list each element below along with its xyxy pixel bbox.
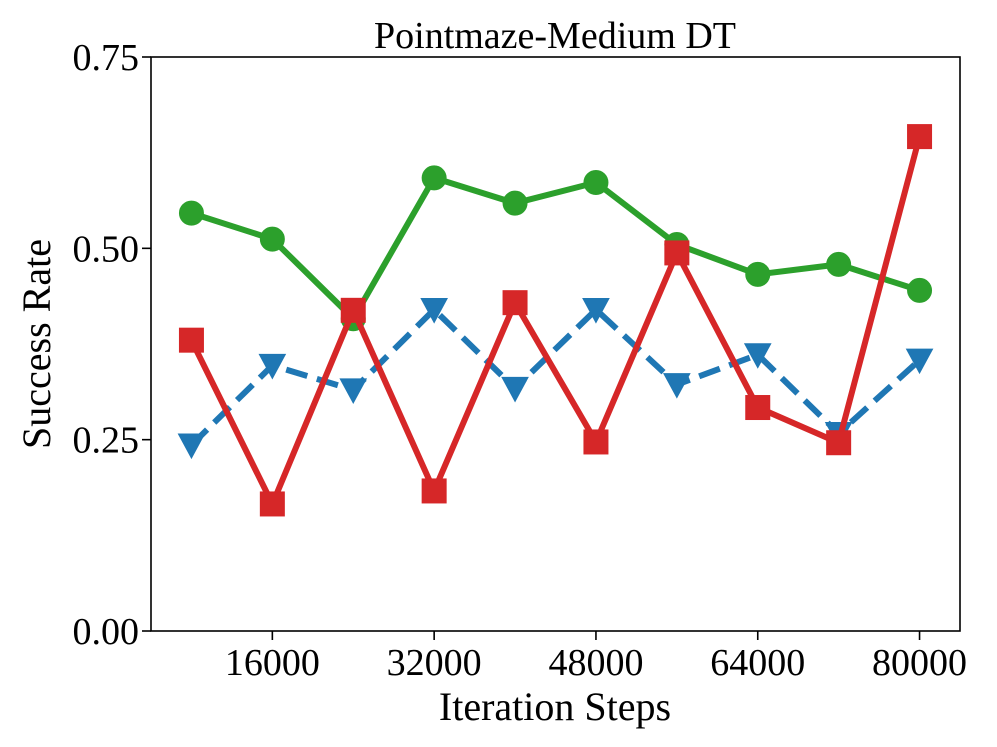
data-point-green-circle bbox=[178, 200, 204, 226]
data-point-blue-triangle bbox=[905, 348, 934, 375]
y-tick-label: 0.50 bbox=[73, 228, 140, 270]
data-point-blue-triangle bbox=[743, 343, 772, 369]
data-point-red-square bbox=[421, 478, 447, 504]
x-tick-label: 64000 bbox=[710, 642, 805, 684]
data-point-green-circle bbox=[583, 170, 609, 196]
series-line-green-circle bbox=[190, 174, 921, 322]
x-tick-label: 80000 bbox=[872, 642, 967, 684]
series-line-red-square bbox=[188, 135, 923, 507]
data-point-green-circle bbox=[826, 251, 852, 277]
data-point-green-circle bbox=[259, 226, 285, 252]
y-tick-label: 0.25 bbox=[73, 420, 140, 462]
data-point-blue-triangle bbox=[582, 298, 610, 324]
data-point-red-square bbox=[664, 240, 690, 266]
data-point-blue-triangle bbox=[258, 353, 287, 380]
y-tick-label: 0.00 bbox=[73, 611, 140, 653]
series-green-circle bbox=[178, 165, 933, 332]
data-point-green-circle bbox=[502, 190, 528, 216]
data-point-blue-triangle bbox=[339, 378, 368, 404]
y-axis: 0.00 0.25 0.50 0.75 bbox=[73, 37, 151, 653]
x-axis-label: Iteration Steps bbox=[439, 684, 671, 729]
data-point-blue-triangle bbox=[663, 373, 691, 399]
data-point-red-square bbox=[745, 395, 771, 421]
data-point-red-square bbox=[583, 429, 609, 455]
plot-area bbox=[177, 124, 934, 517]
series-line-blue-triangle bbox=[189, 306, 922, 448]
data-point-blue-triangle bbox=[420, 298, 448, 324]
data-point-red-square bbox=[340, 297, 366, 323]
series-red-square bbox=[178, 124, 933, 517]
chart-title: Pointmaze-Medium DT bbox=[374, 15, 736, 57]
data-point-green-circle bbox=[907, 277, 933, 303]
data-point-red-square bbox=[907, 124, 933, 150]
data-point-red-square bbox=[259, 491, 285, 517]
data-point-green-circle bbox=[421, 165, 447, 191]
y-axis-label: Success Rate bbox=[14, 239, 59, 449]
x-tick-label: 48000 bbox=[548, 642, 643, 684]
plot-frame bbox=[150, 56, 961, 632]
data-point-red-square bbox=[178, 327, 204, 353]
data-point-green-circle bbox=[745, 261, 771, 287]
data-point-blue-triangle bbox=[177, 433, 206, 460]
data-point-red-square bbox=[826, 430, 852, 456]
x-tick-label: 16000 bbox=[225, 642, 320, 684]
data-point-red-square bbox=[502, 290, 528, 316]
y-tick-label: 0.75 bbox=[73, 37, 140, 79]
x-axis: 16000 32000 48000 64000 80000 bbox=[225, 631, 967, 684]
data-point-blue-triangle bbox=[501, 376, 529, 403]
x-tick-label: 32000 bbox=[387, 642, 482, 684]
